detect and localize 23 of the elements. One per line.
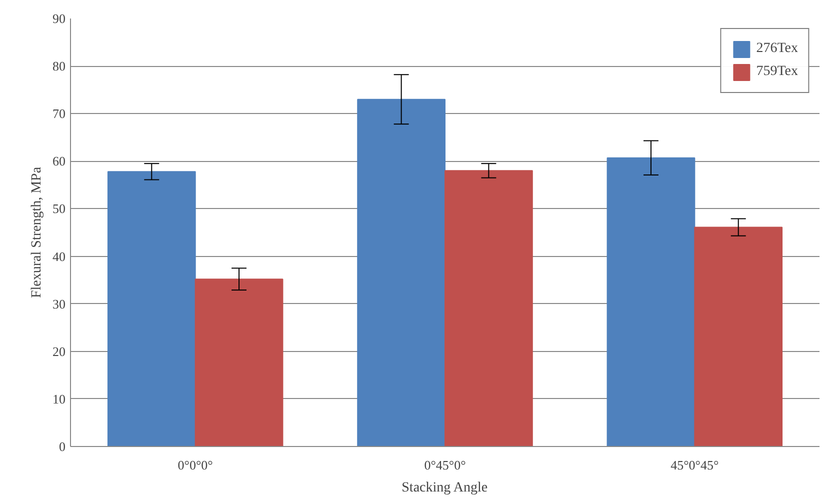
y-tick-label: 20 <box>52 344 66 359</box>
bar <box>444 170 533 446</box>
legend-label: 276Tex <box>756 41 798 57</box>
y-axis-title: Flexural Strength, MPa <box>30 166 44 298</box>
bar <box>194 278 284 446</box>
legend-label: 759Tex <box>756 64 798 80</box>
bar <box>606 157 696 446</box>
y-tick-label: 80 <box>52 58 66 74</box>
y-tick-label: 30 <box>52 296 66 312</box>
y-tick-label: 0 <box>59 439 66 454</box>
y-tick-label: 10 <box>52 391 66 406</box>
y-tick-label: 90 <box>52 11 66 26</box>
y-tick-label: 50 <box>52 201 66 216</box>
y-tick-label: 40 <box>52 248 66 264</box>
y-tick-label: 60 <box>52 154 66 169</box>
x-tick-label: 45°0°45° <box>670 458 719 472</box>
y-tick-label: 70 <box>52 106 66 122</box>
bar <box>107 171 196 446</box>
bar <box>694 226 783 446</box>
x-tick-label: 0°0°0° <box>178 458 213 472</box>
x-tick-label: 0°45°0° <box>424 458 466 472</box>
x-axis-title: Stacking Angle <box>402 480 488 496</box>
bar <box>357 98 446 446</box>
